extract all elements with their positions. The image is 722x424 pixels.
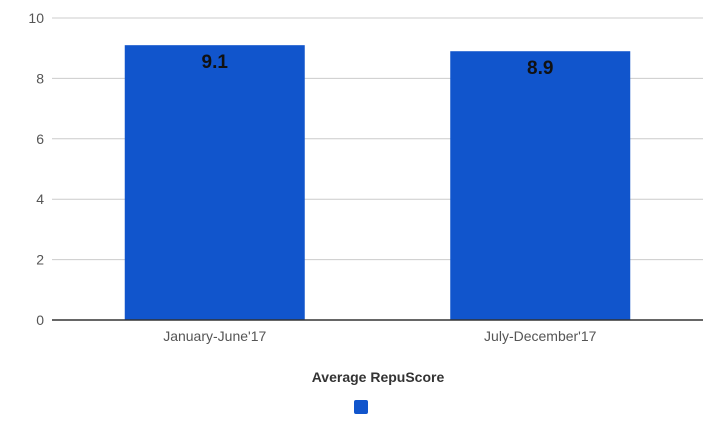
bars bbox=[124, 45, 631, 321]
data-label: 9.1 bbox=[202, 52, 229, 73]
y-tick-label: 8 bbox=[36, 70, 44, 86]
x-axis-tick-labels: January-June'17 July-December'17 bbox=[163, 328, 596, 344]
y-tick-label: 4 bbox=[36, 191, 44, 207]
y-tick-label: 6 bbox=[36, 131, 44, 147]
x-tick-label: January-June'17 bbox=[163, 328, 266, 344]
legend-swatch bbox=[354, 400, 368, 414]
data-label: 8.9 bbox=[527, 58, 553, 79]
y-axis-tick-labels: 0 2 4 6 8 10 bbox=[28, 10, 44, 328]
x-tick-label: July-December'17 bbox=[484, 328, 597, 344]
y-tick-label: 10 bbox=[28, 10, 44, 26]
y-tick-label: 0 bbox=[36, 312, 44, 328]
bar bbox=[124, 45, 305, 321]
bar bbox=[450, 51, 631, 320]
y-tick-label: 2 bbox=[36, 252, 44, 268]
data-labels: 9.1 8.9 bbox=[202, 52, 554, 79]
x-axis-title: Average RepuScore bbox=[312, 369, 445, 385]
legend bbox=[354, 400, 368, 414]
